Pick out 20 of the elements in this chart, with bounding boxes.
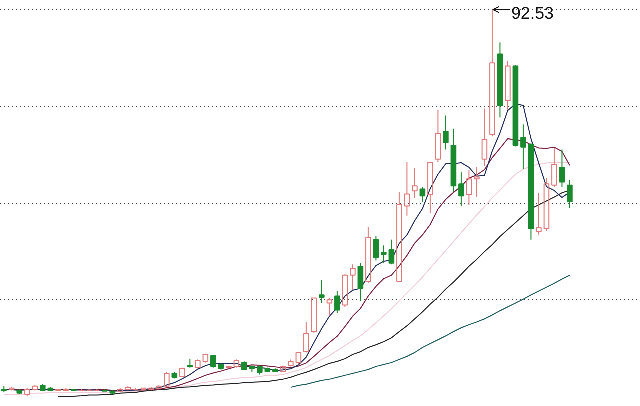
candlestick <box>474 167 480 198</box>
candlestick <box>458 172 464 207</box>
annotation: 92.53 <box>511 4 554 23</box>
candlestick <box>450 128 457 193</box>
candlestick <box>334 290 340 314</box>
candlestick <box>350 264 356 291</box>
candlestick <box>412 168 418 199</box>
candlestick <box>497 42 504 118</box>
candlestick <box>319 280 325 304</box>
candlestick <box>404 162 410 216</box>
candlestick <box>466 170 472 206</box>
candlestick <box>536 192 542 236</box>
candlestick <box>443 115 449 150</box>
candlestick <box>559 149 566 188</box>
candlestick <box>381 245 387 264</box>
candlestick <box>71 388 77 392</box>
candlestick <box>482 108 488 167</box>
candlestick <box>428 162 434 214</box>
candlestick <box>505 60 511 110</box>
candlestick <box>520 124 526 170</box>
